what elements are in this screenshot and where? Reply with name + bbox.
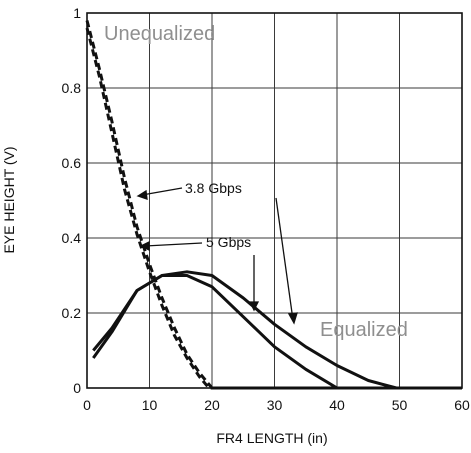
pointer-5gbps-solid-head xyxy=(248,301,260,312)
y-tick-label: 1 xyxy=(73,5,81,21)
tick-labels: 0 10 20 30 40 50 60 0 0.2 0.4 0.6 0.8 1 xyxy=(62,5,470,413)
y-tick-label: 0.8 xyxy=(62,80,82,96)
series-line-equalized-5-gbps xyxy=(92,274,338,390)
plot-frame xyxy=(86,12,463,389)
y-axis-label: EYE HEIGHT (V) xyxy=(1,146,17,253)
x-tick-label: 0 xyxy=(83,397,91,413)
pointer-3-8gbps-solid xyxy=(275,197,294,321)
pointer-5gbps-dashed-head xyxy=(139,240,150,252)
callout-3-8gbps-label: 3.8 Gbps xyxy=(185,180,242,196)
x-axis-label: FR4 LENGTH (in) xyxy=(216,430,327,446)
pointer-5gbps-dashed xyxy=(144,242,203,247)
callout-5gbps-label: 5 Gbps xyxy=(206,234,251,250)
y-tick-label: 0 xyxy=(73,380,81,396)
x-tick-label: 50 xyxy=(392,397,408,413)
callout-pointers xyxy=(136,187,298,325)
pointer-3-8gbps-dashed xyxy=(141,187,183,196)
x-tick-label: 40 xyxy=(329,397,345,413)
y-tick-label: 0.6 xyxy=(62,155,82,171)
equalized-label: Equalized xyxy=(320,319,408,341)
pointer-3-8gbps-solid-head xyxy=(287,312,298,325)
y-tick-label: 0.2 xyxy=(62,305,82,321)
x-tick-label: 10 xyxy=(142,397,158,413)
x-tick-label: 20 xyxy=(204,397,220,413)
unequalized-label: Unequalized xyxy=(104,23,215,45)
x-tick-label: 30 xyxy=(267,397,283,413)
x-tick-label: 60 xyxy=(454,397,470,413)
pointer-3-8gbps-dashed-head xyxy=(136,189,148,200)
y-tick-label: 0.4 xyxy=(62,230,82,246)
